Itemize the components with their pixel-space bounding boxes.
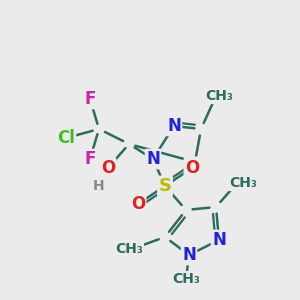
Text: N: N xyxy=(182,246,196,264)
Text: F: F xyxy=(84,90,96,108)
Text: CH₃: CH₃ xyxy=(172,272,200,286)
Text: O: O xyxy=(131,195,145,213)
Text: N: N xyxy=(212,231,226,249)
Text: N: N xyxy=(146,150,160,168)
Text: F: F xyxy=(84,150,96,168)
Text: CH₃: CH₃ xyxy=(229,176,257,190)
Text: S: S xyxy=(158,177,172,195)
Text: O: O xyxy=(101,159,115,177)
Text: N: N xyxy=(167,117,181,135)
Text: O: O xyxy=(185,159,199,177)
Text: CH₃: CH₃ xyxy=(115,242,143,256)
Text: Cl: Cl xyxy=(57,129,75,147)
Text: H: H xyxy=(93,179,105,193)
Text: CH₃: CH₃ xyxy=(205,89,233,103)
